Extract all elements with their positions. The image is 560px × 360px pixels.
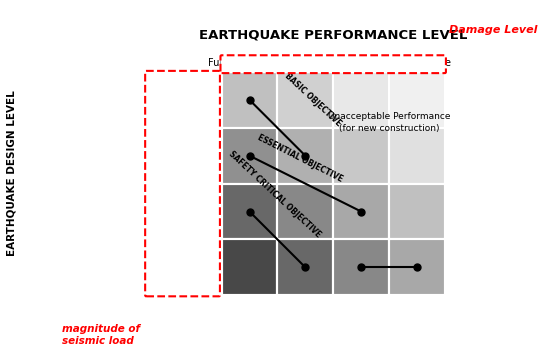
Bar [222, 128, 277, 184]
Point [357, 208, 366, 214]
Text: ESSENTIAL OBJECTIVE: ESSENTIAL OBJECTIVE [255, 133, 344, 184]
Bar [389, 239, 445, 295]
Point [245, 153, 254, 158]
Bar [277, 184, 333, 239]
Point [301, 153, 310, 158]
Text: Near Collapse: Near Collapse [383, 58, 451, 68]
Text: Occasional
(50 years): Occasional (50 years) [164, 145, 217, 166]
Point [245, 208, 254, 214]
Text: Frequent
(10 years): Frequent (10 years) [167, 89, 217, 111]
Point [301, 264, 310, 270]
Bar [333, 72, 389, 128]
Point [412, 264, 421, 270]
Bar [389, 184, 445, 239]
Bar [277, 72, 333, 128]
Text: Fully Operational: Fully Operational [208, 58, 291, 68]
Bar [222, 239, 277, 295]
Bar [277, 239, 333, 295]
Text: Life Safety: Life Safety [335, 58, 387, 68]
Text: Rare
(500 years): Rare (500 years) [161, 201, 217, 222]
Text: BASIC OBJECTIVE: BASIC OBJECTIVE [283, 71, 343, 128]
Bar [222, 72, 277, 128]
Bar [389, 128, 445, 184]
Bar [333, 128, 389, 184]
Text: EARTHQUAKE DESIGN LEVEL: EARTHQUAKE DESIGN LEVEL [6, 90, 16, 256]
Text: magnitude of
seismic load: magnitude of seismic load [62, 324, 139, 346]
Bar [222, 184, 277, 239]
Text: EARTHQUAKE PERFORMANCE LEVEL: EARTHQUAKE PERFORMANCE LEVEL [199, 28, 468, 41]
Bar [333, 184, 389, 239]
Text: Unacceptable Performance
(for new construction): Unacceptable Performance (for new constr… [328, 112, 450, 132]
Bar [389, 72, 445, 128]
Text: SAFETY CRITICAL OBJECTIVE: SAFETY CRITICAL OBJECTIVE [227, 149, 323, 239]
FancyBboxPatch shape [145, 71, 220, 296]
Point [245, 97, 254, 103]
Text: Very Rare
(1000 years): Very Rare (1000 years) [155, 256, 217, 278]
Bar [277, 128, 333, 184]
FancyBboxPatch shape [221, 55, 446, 73]
Text: Damage Level: Damage Level [449, 25, 538, 35]
Bar [333, 239, 389, 295]
Text: Operational: Operational [277, 58, 334, 68]
Point [357, 264, 366, 270]
